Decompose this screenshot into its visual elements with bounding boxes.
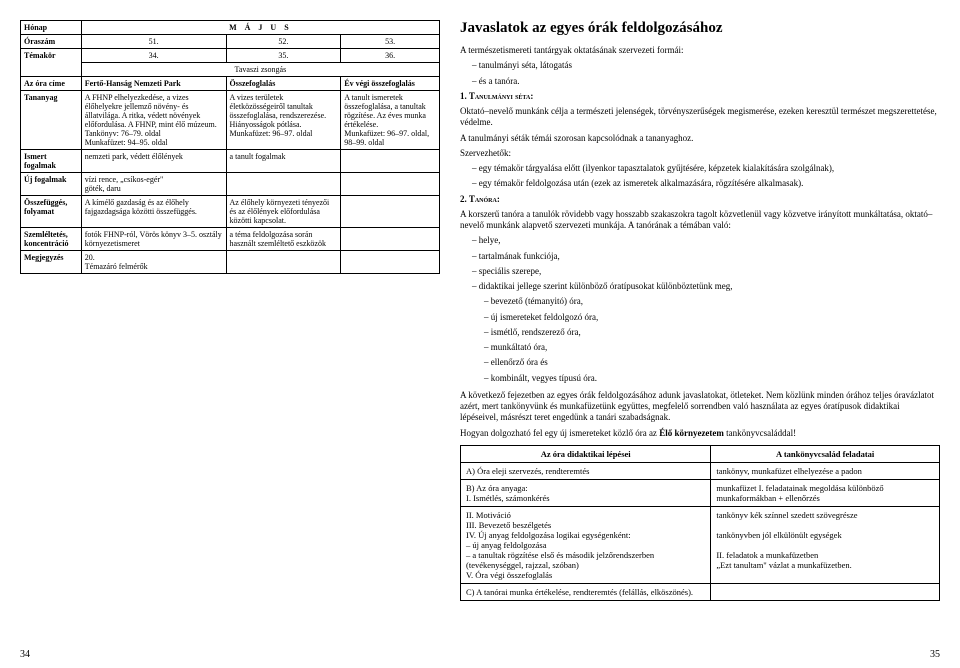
body-text: A korszerű tanóra a tanulók rövidebb vag… (460, 209, 940, 232)
left-page: Hónap M Á J U S Óraszám 51. 52. 53. Téma… (0, 0, 450, 668)
cell (341, 251, 440, 274)
list-item: – új ismereteket feldolgozó óra, (460, 312, 940, 323)
lesson-table: Hónap M Á J U S Óraszám 51. 52. 53. Téma… (20, 20, 440, 274)
cell: 36. (341, 49, 440, 63)
section-heading: 1. Tanulmányi séta: (460, 91, 940, 102)
row-label: Témakör (21, 49, 82, 77)
intro-text: A természetismereti tantárgyak oktatásán… (460, 45, 940, 56)
list-item: – didaktikai jellege szerint különböző ó… (460, 281, 940, 292)
table-row: C) A tanórai munka értékelése, rendterem… (461, 583, 940, 600)
cell (341, 228, 440, 251)
table-row: B) Az óra anyaga: I. Ismétlés, számonkér… (461, 479, 940, 506)
right-page: Javaslatok az egyes órák feldolgozásához… (450, 0, 960, 668)
cell: 53. (341, 35, 440, 49)
cell: tankönyv kék színnel szedett szövegrésze… (711, 506, 940, 583)
month-header: M Á J U S (81, 21, 439, 35)
cell: 51. (81, 35, 226, 49)
list-item: – helye, (460, 235, 940, 246)
page-title: Javaslatok az egyes órák feldolgozásához (460, 20, 940, 37)
list-item: – speciális szerepe, (460, 266, 940, 277)
cell: 34. (81, 49, 226, 63)
row-label: Új fogalmak (21, 173, 82, 196)
cell (711, 583, 940, 600)
cell: vízi rence, „csíkos-egér" göték, daru (81, 173, 226, 196)
cell: A kímélő gazdaság és az élőhely fajgazda… (81, 196, 226, 228)
didactic-table: Az óra didaktikai lépései A tankönyvcsal… (460, 445, 940, 601)
body-text: Hogyan dolgozható fel egy új ismereteket… (460, 428, 940, 439)
list-item: – tartalmának funkciója, (460, 251, 940, 262)
list-item: – bevezető (témanyitó) óra, (460, 296, 940, 307)
cell: Az élőhely környezeti tényezői és az élő… (226, 196, 341, 228)
row-label: Összefüggés, folyamat (21, 196, 82, 228)
cell: a tanult fogalmak (226, 150, 341, 173)
body-text: Szervezhetők: (460, 148, 940, 159)
body-text: A következő fejezetben az egyes órák fel… (460, 390, 940, 424)
list-item: – munkáltató óra, (460, 342, 940, 353)
row-label: Megjegyzés (21, 251, 82, 274)
table-row: II. Motiváció III. Bevezető beszélgetés … (461, 506, 940, 583)
cell: A FHNP elhelyezkedése, a vizes élőhelyek… (81, 91, 226, 150)
cell: A vizes területek életközösségeiről tanu… (226, 91, 341, 150)
list-item: – ismétlő, rendszerező óra, (460, 327, 940, 338)
page-number-right: 35 (930, 649, 940, 660)
cell (341, 173, 440, 196)
row-label: Óraszám (21, 35, 82, 49)
cell: a téma feldolgozása során használt szeml… (226, 228, 341, 251)
cell: B) Az óra anyaga: I. Ismétlés, számonkér… (461, 479, 711, 506)
cell: 35. (226, 49, 341, 63)
section-heading: 2. Tanóra: (460, 194, 940, 205)
table-header: Az óra didaktikai lépései (461, 445, 711, 462)
cell: A) Óra eleji szervezés, rendteremtés (461, 462, 711, 479)
list-item: – egy témakör feldolgozása után (ezek az… (460, 178, 940, 189)
page-number-left: 34 (20, 649, 30, 660)
cell: fotók FHNP-ról, Vörös könyv 3–5. osztály… (81, 228, 226, 251)
cell (341, 196, 440, 228)
cell: nemzeti park, védett élőlények (81, 150, 226, 173)
cell: A tanult ismeretek összefoglalása, a tan… (341, 91, 440, 150)
cell: Összefoglalás (226, 77, 341, 91)
subheader: Tavaszi zsongás (81, 63, 439, 77)
cell (226, 251, 341, 274)
list-item: – kombinált, vegyes típusú óra. (460, 373, 940, 384)
table-header: A tankönyvcsalád feladatai (711, 445, 940, 462)
cell: C) A tanórai munka értékelése, rendterem… (461, 583, 711, 600)
body-text: A tanulmányi séták témái szorosan kapcso… (460, 133, 940, 144)
cell: Év végi összefoglalás (341, 77, 440, 91)
list-item: – ellenőrző óra és (460, 357, 940, 368)
cell: 52. (226, 35, 341, 49)
row-label: Hónap (21, 21, 82, 35)
cell: tankönyv, munkafüzet elhelyezése a padon (711, 462, 940, 479)
cell: munkafüzet I. feladatainak megoldása kül… (711, 479, 940, 506)
table-row: A) Óra eleji szervezés, rendteremtés tan… (461, 462, 940, 479)
cell: II. Motiváció III. Bevezető beszélgetés … (461, 506, 711, 583)
row-label: Ismert fogalmak (21, 150, 82, 173)
row-label: Tananyag (21, 91, 82, 150)
body-text: Oktató–nevelő munkánk célja a természeti… (460, 106, 940, 129)
list-item: – és a tanóra. (460, 76, 940, 87)
cell: Fertő-Hanság Nemzeti Park (81, 77, 226, 91)
page-spread: Hónap M Á J U S Óraszám 51. 52. 53. Téma… (0, 0, 960, 668)
list-item: – tanulmányi séta, látogatás (460, 60, 940, 71)
cell: 20. Témazáró felmérők (81, 251, 226, 274)
row-label: Szemléltetés, koncentráció (21, 228, 82, 251)
list-item: – egy témakör tárgyalása előtt (ilyenkor… (460, 163, 940, 174)
cell (341, 150, 440, 173)
row-label: Az óra címe (21, 77, 82, 91)
cell (226, 173, 341, 196)
